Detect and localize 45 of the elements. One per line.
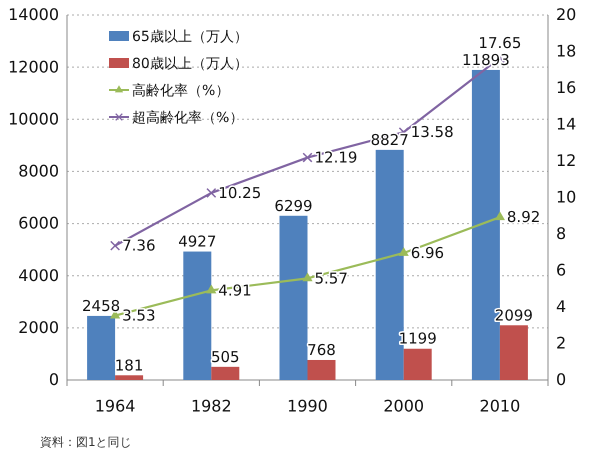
legend-label: 高齢化率（%） [132,83,230,99]
data-label: 8.92 [506,208,540,226]
y2-tick-label: 6 [556,260,566,280]
x-tick-label: 2010 [480,396,520,416]
y2-tick-label: 18 [556,42,576,61]
data-label: 6299 [274,196,313,215]
legend-label: 超高齢化率（%） [132,110,244,126]
y-tick-label: 4000 [18,266,59,285]
x-tick-label: 1982 [190,396,232,416]
data-label: 13.58 [410,123,454,142]
x-tick-label: 1964 [94,396,136,416]
y-tick-label: 14000 [8,5,59,24]
y2-tick-label: 12 [556,151,576,170]
y2-tick-label: 14 [556,114,576,134]
y-tick-label: 2000 [18,318,59,337]
y2-tick-label: 10 [556,188,576,207]
y2-tick-label: 8 [556,224,566,244]
y2-tick-label: 2 [556,334,566,353]
data-label: 181 [114,356,144,374]
data-label: 8827 [370,130,409,149]
y-tick-label: 0 [48,370,59,390]
data-label: 12.19 [314,148,358,167]
data-label: 3.53 [122,306,156,325]
y-tick-label: 6000 [18,214,59,233]
x-tick-label: 2000 [383,396,424,416]
y2-tick-label: 0 [556,370,566,390]
y2-tick-label: 4 [556,297,566,316]
y2-tick-label: 20 [556,5,576,24]
legend-label: 65歳以上（万人） [132,29,248,45]
data-label: 4927 [178,232,216,251]
data-label: 17.65 [478,34,522,52]
y-tick-label: 10000 [8,109,59,128]
data-label: 5.57 [314,269,348,288]
legend-label: 80歳以上（万人） [132,56,248,72]
data-label: 7.36 [122,236,156,255]
data-label: 768 [307,340,336,359]
data-label: 10.25 [218,184,262,202]
y-tick-label: 12000 [8,57,59,76]
text: 資料：図1と同じ [40,435,132,449]
y2-tick-label: 16 [556,78,576,98]
x-tick-label: 1990 [287,396,328,416]
data-label: 2458 [82,296,120,315]
data-label: 6.96 [410,244,444,262]
data-label: 505 [210,348,240,366]
y-tick-label: 8000 [18,162,59,181]
